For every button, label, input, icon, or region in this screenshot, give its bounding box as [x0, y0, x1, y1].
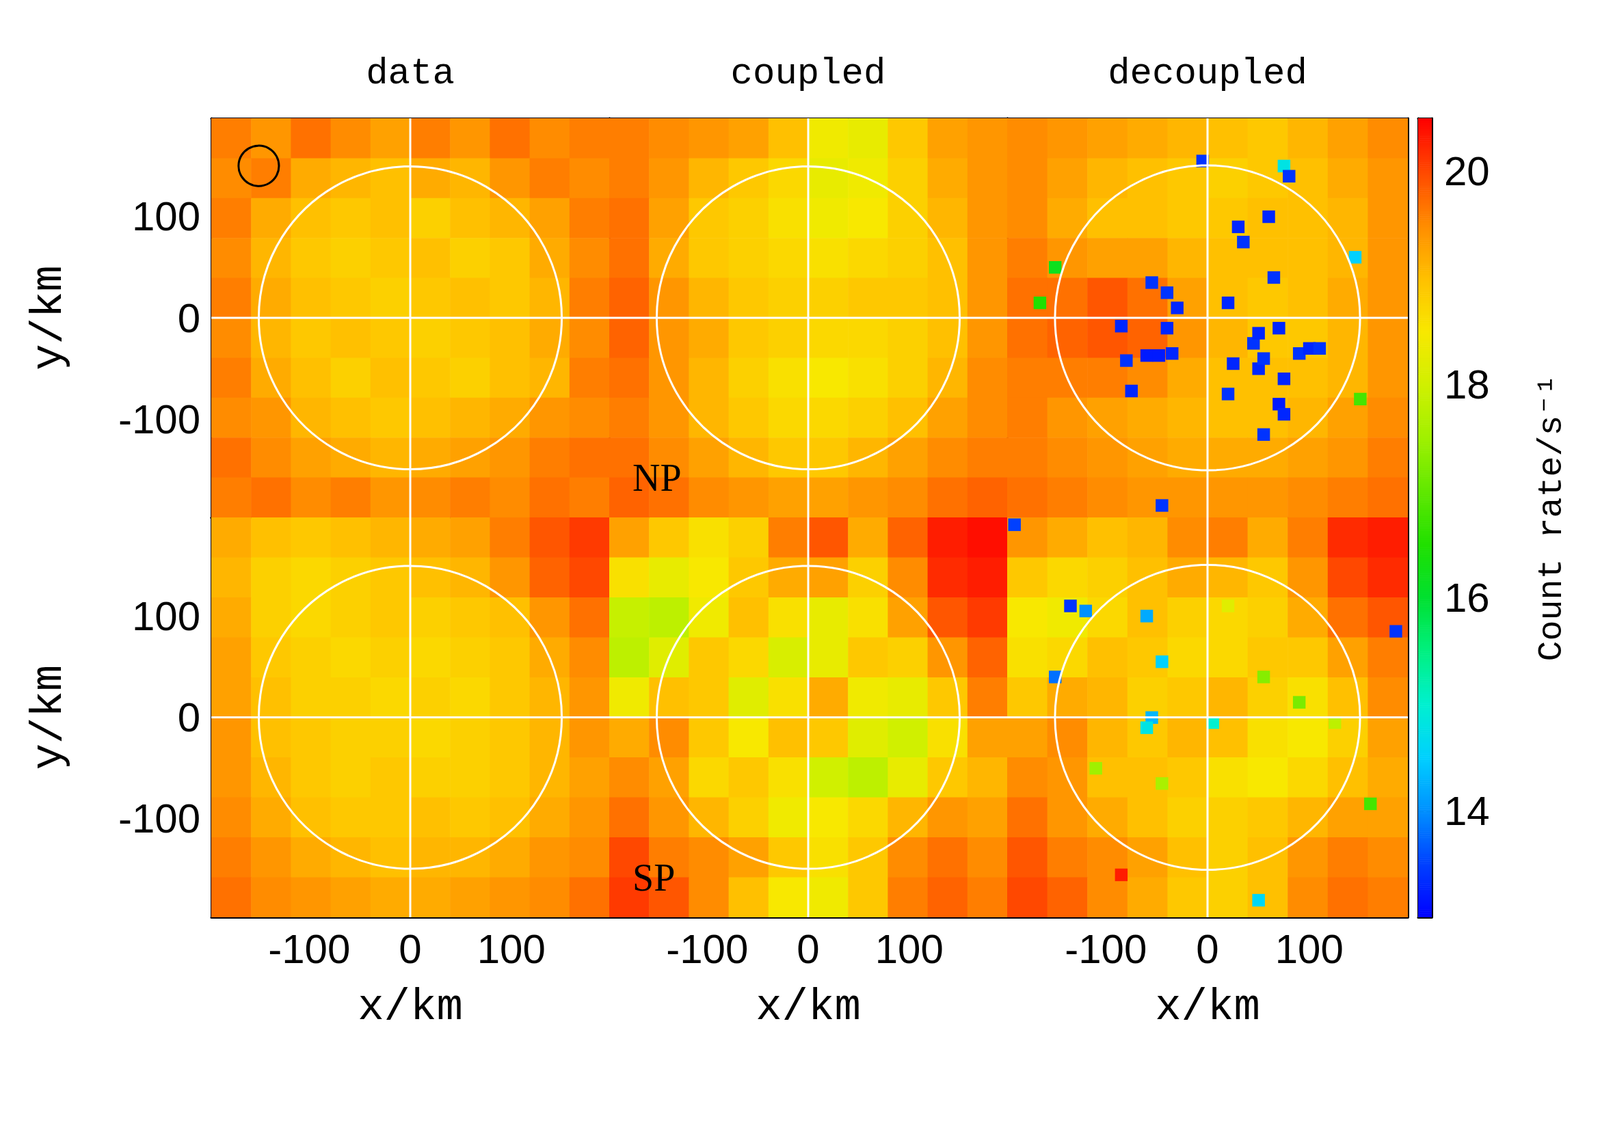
svg-text:0: 0	[1195, 926, 1219, 973]
svg-text:x/km: x/km	[755, 983, 861, 1033]
svg-text:SP: SP	[632, 856, 675, 900]
svg-text:-100: -100	[665, 926, 749, 973]
svg-text:y/km: y/km	[24, 665, 74, 771]
svg-text:decoupled: decoupled	[1107, 52, 1308, 95]
svg-text:100: 100	[477, 926, 546, 973]
svg-text:0: 0	[398, 926, 422, 973]
svg-text:NP: NP	[632, 456, 682, 500]
svg-text:x/km: x/km	[357, 983, 463, 1033]
svg-text:100: 100	[131, 193, 201, 240]
svg-text:Count rate/s⁻¹: Count rate/s⁻¹	[1532, 374, 1572, 662]
svg-text:0: 0	[177, 295, 201, 342]
svg-text:x/km: x/km	[1154, 983, 1261, 1033]
svg-text:data: data	[365, 52, 455, 95]
svg-text:-100: -100	[1064, 926, 1147, 973]
svg-text:100: 100	[875, 926, 944, 973]
svg-text:0: 0	[796, 926, 820, 973]
svg-text:100: 100	[131, 593, 201, 640]
svg-text:coupled: coupled	[730, 52, 887, 95]
svg-text:0: 0	[177, 694, 201, 741]
svg-text:y/km: y/km	[24, 265, 74, 371]
svg-text:-100: -100	[268, 926, 351, 973]
svg-text:-100: -100	[118, 795, 201, 842]
svg-text:18: 18	[1444, 361, 1490, 408]
svg-text:14: 14	[1444, 788, 1490, 835]
svg-text:100: 100	[1275, 926, 1344, 973]
svg-text:-100: -100	[118, 396, 201, 443]
svg-text:16: 16	[1444, 575, 1490, 621]
svg-text:20: 20	[1444, 148, 1490, 195]
